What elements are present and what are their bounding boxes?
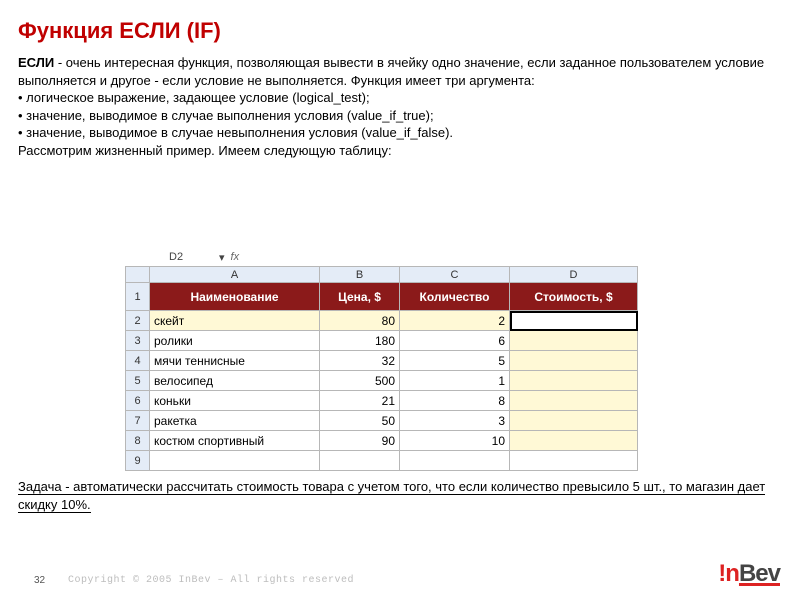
cell-empty xyxy=(150,451,320,471)
table-row: 2 скейт 80 2 xyxy=(126,311,638,331)
lead-rest: - очень интересная функция, позволяющая … xyxy=(18,55,764,88)
cell-price: 500 xyxy=(320,371,400,391)
dropdown-icon: ▾ xyxy=(219,251,225,264)
table-row: 9 xyxy=(126,451,638,471)
row-header: 6 xyxy=(126,391,150,411)
cell-cost xyxy=(510,391,638,411)
cell-name: мячи теннисные xyxy=(150,351,320,371)
cell-qty: 3 xyxy=(400,411,510,431)
corner-cell xyxy=(126,267,150,283)
col-header-A: A xyxy=(150,267,320,283)
bullet-1: логическое выражение, задающее условие (… xyxy=(26,90,369,105)
cell-cost-selected xyxy=(510,311,638,331)
cell-qty: 10 xyxy=(400,431,510,451)
name-box: D2 xyxy=(169,251,213,263)
cell-price: 21 xyxy=(320,391,400,411)
row-header: 5 xyxy=(126,371,150,391)
cell-empty xyxy=(510,451,638,471)
cell-cost xyxy=(510,371,638,391)
cell-qty: 1 xyxy=(400,371,510,391)
table-row: 8 костюм спортивный 90 10 xyxy=(126,431,638,451)
copyright-text: Copyright © 2005 InBev – All rights rese… xyxy=(68,575,354,586)
data-header-name: Наименование xyxy=(150,283,320,311)
description-paragraph: ЕСЛИ - очень интересная функция, позволя… xyxy=(18,54,782,159)
logo-n: n xyxy=(725,560,739,587)
table-row: 7 ракетка 50 3 xyxy=(126,411,638,431)
row-header: 1 xyxy=(126,283,150,311)
cell-cost xyxy=(510,431,638,451)
cell-empty xyxy=(320,451,400,471)
row-header: 7 xyxy=(126,411,150,431)
task-paragraph: Задача - автоматически рассчитать стоимо… xyxy=(18,478,782,513)
col-header-C: C xyxy=(400,267,510,283)
cell-qty: 5 xyxy=(400,351,510,371)
slide-footer: 32 Copyright © 2005 InBev – All rights r… xyxy=(0,564,800,586)
slide-title: Функция ЕСЛИ (IF) xyxy=(18,18,221,44)
fx-icon: fx xyxy=(231,251,240,263)
inbev-logo: !nBev xyxy=(718,560,780,588)
table-row: 3 ролики 180 6 xyxy=(126,331,638,351)
cell-qty: 8 xyxy=(400,391,510,411)
cell-name: ролики xyxy=(150,331,320,351)
page-number: 32 xyxy=(34,575,45,586)
col-header-D: D xyxy=(510,267,638,283)
cell-price: 180 xyxy=(320,331,400,351)
row-header: 8 xyxy=(126,431,150,451)
formula-bar: D2 ▾ fx xyxy=(125,248,673,266)
table-row: 5 велосипед 500 1 xyxy=(126,371,638,391)
logo-bev: Bev xyxy=(739,560,780,587)
cell-name: ракетка xyxy=(150,411,320,431)
table-row: 6 коньки 21 8 xyxy=(126,391,638,411)
bullet-2: значение, выводимое в случае выполнения … xyxy=(26,108,433,123)
row-header: 2 xyxy=(126,311,150,331)
cell-qty: 2 xyxy=(400,311,510,331)
data-header-cost: Стоимость, $ xyxy=(510,283,638,311)
cell-name: скейт xyxy=(150,311,320,331)
cell-cost xyxy=(510,331,638,351)
cell-cost xyxy=(510,351,638,371)
col-header-B: B xyxy=(320,267,400,283)
data-header-qty: Количество xyxy=(400,283,510,311)
cell-price: 80 xyxy=(320,311,400,331)
cell-name: велосипед xyxy=(150,371,320,391)
row-header: 3 xyxy=(126,331,150,351)
spreadsheet-table: A B C D 1 Наименование Цена, $ Количеств… xyxy=(125,266,638,471)
task-text: Задача - автоматически рассчитать стоимо… xyxy=(18,479,765,513)
trailer-text: Рассмотрим жизненный пример. Имеем следу… xyxy=(18,143,392,158)
cell-price: 50 xyxy=(320,411,400,431)
table-row: 4 мячи теннисные 32 5 xyxy=(126,351,638,371)
cell-qty: 6 xyxy=(400,331,510,351)
data-header-price: Цена, $ xyxy=(320,283,400,311)
cell-empty xyxy=(400,451,510,471)
excel-screenshot: D2 ▾ fx A B C D 1 Наименование Цена, $ К… xyxy=(125,248,673,471)
bullet-3: значение, выводимое в случае невыполнени… xyxy=(26,125,453,140)
lead-bold: ЕСЛИ xyxy=(18,55,54,70)
cell-price: 32 xyxy=(320,351,400,371)
cell-cost xyxy=(510,411,638,431)
cell-price: 90 xyxy=(320,431,400,451)
row-header: 4 xyxy=(126,351,150,371)
cell-name: костюм спортивный xyxy=(150,431,320,451)
row-header: 9 xyxy=(126,451,150,471)
cell-name: коньки xyxy=(150,391,320,411)
